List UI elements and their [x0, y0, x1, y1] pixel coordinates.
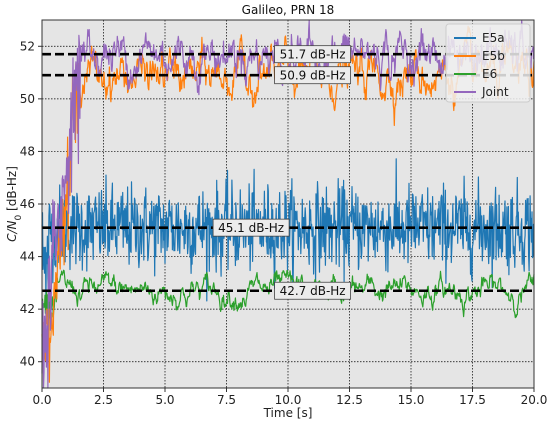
x-tick-label: 0.0: [32, 393, 51, 407]
x-tick-label: 2.5: [94, 393, 113, 407]
reference-label-box: [274, 45, 352, 64]
y-tick-label: 40: [20, 355, 35, 369]
series-line-e6: [41, 269, 535, 337]
y-tick-label: 48: [20, 144, 35, 158]
reference-label: 42.7 dB-Hz: [280, 284, 346, 298]
reference-label: 50.9 dB-Hz: [280, 69, 346, 83]
legend: E5a E5b E6 Joint: [445, 23, 531, 103]
y-tick-label: 42: [20, 302, 35, 316]
x-tick-label: 10.0: [275, 393, 302, 407]
x-tick-label: 5.0: [155, 393, 174, 407]
x-tick-label: 15.0: [398, 393, 425, 407]
legend-label-joint: Joint: [481, 85, 509, 99]
y-axis-label: C/N0 [dB-Hz]: [5, 166, 24, 242]
y-tick-label: 52: [20, 39, 35, 53]
y-tick-label: 46: [20, 197, 35, 211]
x-tick-label: 12.5: [336, 393, 363, 407]
reference-label-box: [274, 281, 352, 300]
x-tick-label: 17.5: [459, 393, 486, 407]
x-axis: 0.0 2.5 5.0 7.5 10.0 12.5 15.0 17.5 20.0: [32, 388, 547, 407]
legend-label-e6: E6: [482, 67, 497, 81]
y-tick-label: 44: [20, 250, 35, 264]
legend-label-e5a: E5a: [482, 31, 505, 45]
x-axis-label: Time [s]: [263, 406, 313, 420]
chart-title: Galileo, PRN 18: [242, 3, 335, 17]
reference-label-box: [274, 66, 352, 85]
reference-label: 51.7 dB-Hz: [280, 48, 346, 62]
reference-label-box: [212, 218, 290, 237]
y-tick-label: 50: [20, 92, 35, 106]
legend-box: [445, 23, 531, 103]
reference-label: 45.1 dB-Hz: [218, 221, 284, 235]
x-tick-label: 7.5: [217, 393, 236, 407]
legend-label-e5b: E5b: [482, 49, 505, 63]
x-tick-label: 20.0: [521, 393, 548, 407]
y-axis: 40 42 44 46 48 50 52: [20, 39, 42, 369]
